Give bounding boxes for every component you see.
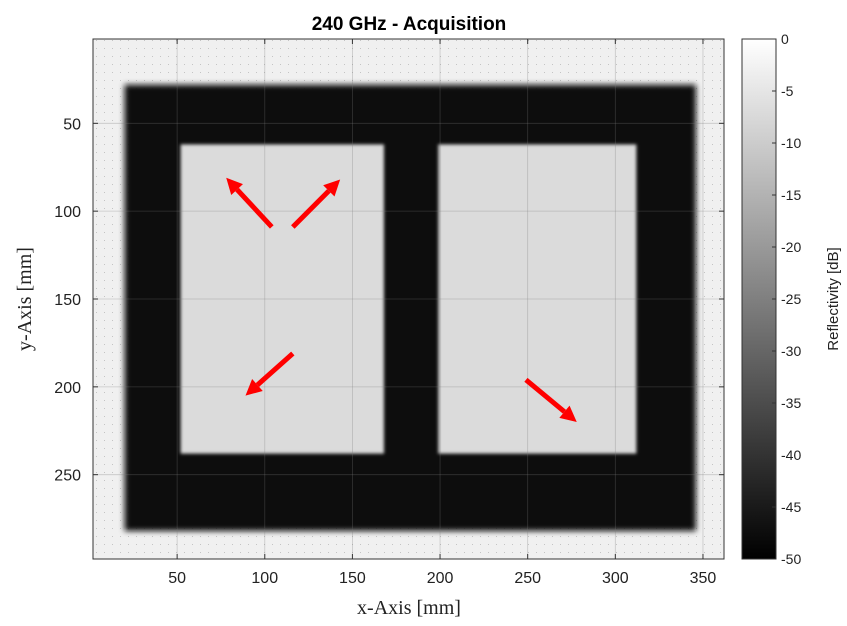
y-axis-label: y-Axis [mm] (14, 247, 36, 351)
colorbar-tick-label: -10 (781, 135, 801, 151)
colorbar-tick-label: -5 (781, 83, 794, 99)
x-tick-label: 300 (602, 570, 629, 587)
colorbar-tick-label: -25 (781, 291, 801, 307)
y-tick-label: 100 (54, 204, 81, 221)
colorbar-tick-label: -35 (781, 395, 801, 411)
colorbar-tick-label: -15 (781, 187, 801, 203)
colorbar-tick-label: -50 (781, 551, 801, 567)
y-tick-label: 150 (54, 292, 81, 309)
colorbar-tick-label: -40 (781, 447, 801, 463)
y-tick-label: 250 (54, 468, 81, 485)
red-arrow-annotation (226, 177, 274, 229)
colorbar-label: Reflectivity [dB] (825, 247, 842, 350)
colorbar-tick-label: -45 (781, 499, 801, 515)
colorbar-tick-label: 0 (781, 31, 789, 47)
x-axis-label: x-Axis [mm] (357, 597, 461, 619)
x-tick-label: 150 (339, 570, 366, 587)
x-tick-label: 50 (168, 570, 186, 587)
plot-area (93, 39, 724, 559)
colorbar (741, 38, 777, 560)
x-tick-label: 250 (514, 570, 541, 587)
red-arrow-annotation (291, 179, 341, 229)
colorbar-tick-label: -30 (781, 343, 801, 359)
x-tick-label: 350 (690, 570, 717, 587)
chart-title: 240 GHz - Acquisition (312, 14, 507, 35)
opening-region (180, 144, 384, 454)
opening-region (438, 144, 637, 454)
red-arrow-annotation (245, 351, 295, 396)
x-tick-label: 200 (427, 570, 454, 587)
red-arrow-annotation (524, 377, 577, 422)
y-tick-label: 50 (63, 116, 81, 133)
colorbar-tick-label: -20 (781, 239, 801, 255)
y-tick-label: 200 (54, 380, 81, 397)
x-tick-label: 100 (251, 570, 278, 587)
